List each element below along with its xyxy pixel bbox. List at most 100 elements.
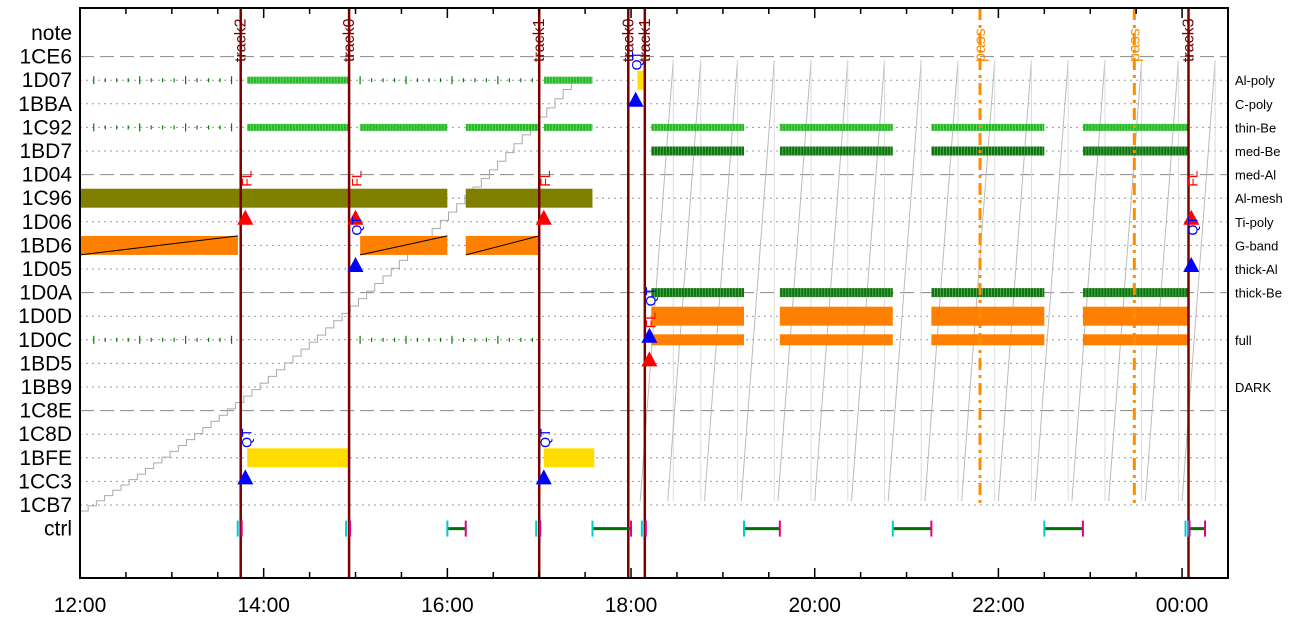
marker-label: QT (238, 428, 254, 448)
row-label: 1C8D (18, 423, 72, 446)
row-label: 1BFE (19, 447, 72, 470)
tick-band (543, 76, 593, 84)
vline-label: pass (1126, 28, 1143, 62)
row-label: 1BB9 (21, 376, 72, 399)
trace-sawtooth (1108, 60, 1143, 502)
material-label: thin-Be (1235, 120, 1276, 135)
material-label: C-poly (1235, 97, 1273, 112)
row-label: ctrl (44, 518, 72, 541)
marker-triangle (1183, 257, 1200, 272)
row-label: 1C96 (22, 187, 72, 210)
axis-labels: note1CE61D071BBA1C921BD71D041C961D061BD6… (18, 22, 1282, 617)
trace-sawtooth (924, 60, 959, 502)
trace-staircase (80, 79, 580, 512)
plot-frame (79, 7, 1229, 579)
marker-label: QT (349, 216, 365, 236)
vline-label: track0 (341, 18, 358, 62)
timeline-bar (247, 448, 350, 468)
trace-sawtooth (997, 60, 1032, 502)
vline-label: track2 (233, 18, 250, 62)
timeline-bar (931, 334, 1045, 346)
tick-band (651, 288, 745, 298)
marker-label: FL (537, 170, 553, 187)
trace-sawtooth (740, 60, 775, 502)
tick-band (931, 146, 1045, 156)
row-label: 1D07 (22, 69, 72, 92)
timeline-bar (779, 334, 893, 346)
row-label: 1D06 (22, 211, 72, 234)
vline-label: track1 (637, 18, 654, 62)
row-label: 1C92 (22, 116, 72, 139)
row-label: 1D0A (19, 282, 72, 305)
material-label: DARK (1235, 380, 1271, 395)
timeline-bar (240, 188, 448, 208)
timeline-bar (651, 306, 745, 326)
tick-band (651, 123, 745, 131)
x-tick-label: 22:00 (972, 594, 1025, 617)
row-label: 1BBA (18, 93, 72, 116)
tick-band (651, 146, 745, 156)
tick-band (931, 123, 1045, 131)
material-label: thick-Be (1235, 286, 1282, 301)
bar-diagonal (79, 235, 239, 256)
trace-sawtooth (667, 60, 702, 502)
row-label: 1CC3 (18, 470, 72, 493)
tick-bands (93, 76, 1189, 344)
trace-sawtooth (1034, 60, 1069, 502)
ctrl-segments (236, 520, 1207, 537)
tick-band (779, 146, 893, 156)
timeline-bar (637, 70, 645, 90)
x-tick-label: 20:00 (788, 594, 841, 617)
marker-label: FL (238, 170, 254, 187)
marker-triangle (1183, 209, 1200, 225)
timeline-bar (779, 306, 893, 326)
row-label: 1BD5 (19, 352, 72, 375)
row-label: 1CE6 (19, 46, 72, 69)
marker-triangle (535, 209, 552, 225)
marker-triangle (535, 469, 552, 485)
row-label: note (31, 22, 72, 45)
bar-diagonal (360, 235, 448, 256)
trace-lines (80, 60, 1216, 512)
bar-diagonal (465, 235, 540, 256)
material-label: Al-mesh (1235, 191, 1283, 206)
material-label: med-Be (1235, 144, 1281, 159)
trace-sawtooth (1144, 60, 1179, 502)
marker-triangle (237, 209, 254, 225)
material-label: full (1235, 333, 1252, 348)
row-label: 1BD6 (19, 234, 72, 257)
axes (79, 7, 1229, 579)
x-tick-label: 12:00 (54, 594, 107, 617)
event-markers: FL FL FL FL FL QT QT QT QT QT QT (237, 50, 1200, 485)
trace-sawtooth (961, 60, 996, 502)
material-label: thick-Al (1235, 262, 1278, 277)
tick-band (931, 288, 1045, 298)
tick-band (465, 123, 540, 131)
row-label: 1CB7 (19, 494, 72, 517)
row-label: 1C8E (19, 400, 72, 423)
row-label: 1D05 (22, 258, 72, 281)
tick-band (360, 123, 448, 131)
marker-triangle (237, 469, 254, 485)
vline-label: track0 (620, 18, 637, 62)
vline-label: track1 (531, 18, 548, 62)
row-label: 1D0D (18, 305, 72, 328)
trace-sawtooth (1071, 60, 1106, 502)
tick-band (543, 123, 593, 131)
material-label: G-band (1235, 238, 1278, 253)
marker-label: FL (642, 312, 658, 329)
timeline-bar (931, 306, 1045, 326)
marker-label: QT (629, 50, 645, 70)
timeline-bar (465, 188, 593, 208)
row-label: 1D0C (18, 329, 72, 352)
timeline-bar (80, 188, 241, 208)
row-label: 1BD7 (19, 140, 72, 163)
trace-sawtooth (777, 60, 812, 502)
marker-label: FL (349, 170, 365, 187)
x-tick-label: 14:00 (237, 594, 290, 617)
marker-triangle (347, 257, 364, 272)
marker-label: QT (642, 286, 658, 306)
trace-sawtooth (704, 60, 739, 502)
vline-label: pass (972, 28, 989, 62)
